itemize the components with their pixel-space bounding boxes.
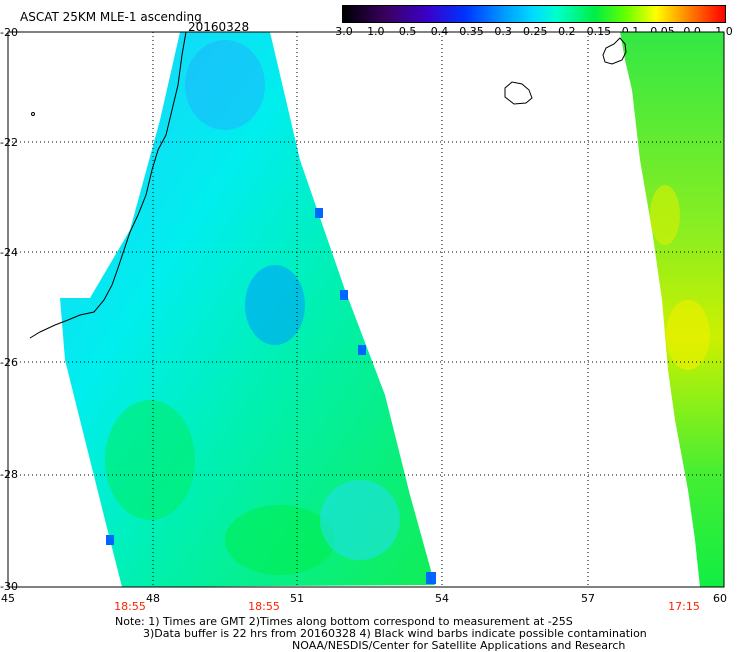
swath-west [60,32,436,587]
footer-note-1: Note: 1) Times are GMT 2)Times along bot… [115,615,573,628]
footer-note-2: 3)Data buffer is 22 hrs from 20160328 4)… [143,627,647,640]
lat-label-26: -26 [0,356,18,369]
swath-east [620,32,724,587]
lon-label-45: 45 [1,592,15,605]
pass-time-3: 17:15 [668,600,700,613]
lat-label-20: -20 [0,26,18,39]
lon-label-60: 60 [713,592,727,605]
lon-label-57: 57 [581,592,595,605]
graticule [8,32,724,587]
lat-label-30: -30 [0,580,18,593]
lat-label-28: -28 [0,468,18,481]
colorbar [342,5,726,23]
map-date: 20160328 [188,20,250,34]
pass-time-2: 18:55 [248,600,280,613]
lat-label-24: -24 [0,246,18,259]
footer-note-3: NOAA/NESDIS/Center for Satellite Applica… [292,639,626,652]
coastline [29,31,627,339]
lon-label-51: 51 [290,592,304,605]
map-title: ASCAT 25KM MLE-1 ascending [20,10,202,24]
lat-label-22: -22 [0,136,18,149]
lon-label-48: 48 [146,592,160,605]
plot-frame [7,31,725,588]
pass-time-1: 18:55 [114,600,146,613]
lon-label-54: 54 [435,592,449,605]
